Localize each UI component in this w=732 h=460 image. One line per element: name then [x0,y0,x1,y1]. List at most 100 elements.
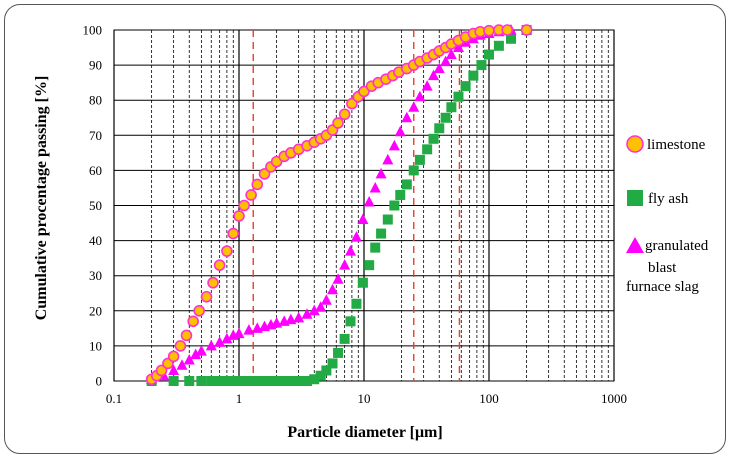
data-point [433,62,445,74]
plot-area [113,29,615,382]
data-point [333,347,344,358]
legend-marker [627,190,643,206]
chart-frame [4,4,726,454]
data-point [285,313,297,325]
data-point [293,376,304,386]
x-tick-label: 0.1 [106,391,122,406]
data-point [414,90,426,102]
legend-label: blast [648,260,677,276]
data-point [271,376,282,386]
data-point [357,213,369,225]
data-point [213,259,226,271]
data-point [174,340,187,352]
legend: limestone fly ash granulated blast furnace s… [626,135,709,295]
data-point [301,308,313,319]
data-point [363,195,375,207]
data-point [187,315,199,328]
data-point [168,376,179,386]
data-point [327,283,339,295]
data-point [243,324,255,335]
data-point [168,364,180,375]
data-point [221,245,233,257]
data-point [293,311,305,323]
data-point [421,80,433,91]
y-tick-label: 30 [89,268,102,283]
data-point [364,260,375,271]
y-tick-label: 60 [89,163,102,178]
data-point [506,33,517,44]
data-point [271,317,283,328]
data-point [258,168,271,180]
data-point [452,41,464,53]
x-tick-label: 10 [358,391,371,406]
data-point [206,376,217,386]
y-tick-label: 80 [89,93,102,108]
data-point [320,294,332,305]
data-point [460,81,471,92]
y-tick-label: 20 [89,303,102,318]
data-point [428,133,439,144]
x-axis-title: Particle diameter [μm] [287,424,442,441]
data-point [315,301,327,312]
data-point [332,117,344,129]
data-point [388,139,400,151]
data-point [345,316,356,327]
data-point [351,298,362,309]
data-point [338,108,351,121]
data-point [221,376,232,386]
data-point [205,339,217,351]
data-point [167,350,180,363]
series-circle [145,24,533,386]
data-point [339,259,351,270]
data-point [245,189,257,201]
x-tick-label: 100 [479,391,499,406]
legend-label: furnace slag [626,279,699,295]
data-point [302,376,313,386]
data-point [408,165,419,176]
data-point [243,376,254,386]
y-tick-label: 10 [89,338,102,353]
data-point [382,153,394,165]
data-point [493,40,504,51]
reference-lines [252,30,461,381]
data-point [195,345,207,356]
y-tick-label: 70 [89,128,102,143]
data-point [251,178,264,191]
data-point [434,123,445,134]
x-tick-label: 1000 [601,391,627,406]
data-point [279,376,290,386]
legend-label: limestone [647,137,706,153]
data-point [196,376,207,386]
data-point [285,376,296,386]
data-point [408,101,420,112]
data-point [468,70,479,81]
y-tick-label: 50 [89,198,102,213]
data-point [332,273,344,284]
data-point [252,376,263,386]
y-tick-label: 100 [83,23,103,38]
data-point [233,327,245,339]
data-point [401,179,412,190]
legend-label: fly ash [648,191,689,207]
data-point [227,227,240,240]
data-point [155,364,168,377]
data-point [428,69,440,81]
data-point [350,231,362,242]
y-tick-label: 90 [89,58,102,73]
data-point [453,91,464,102]
data-point [308,304,320,316]
data-point [214,376,225,386]
data-point [183,353,195,365]
data-point [394,125,406,137]
data-point [265,376,276,386]
data-point [520,24,533,36]
data-point [228,376,239,386]
data-point [193,304,205,317]
data-point [200,290,213,303]
data-point [190,348,202,360]
data-point [234,376,244,386]
y-tick-label: 0 [96,374,103,389]
tick-labels: 0.1 1 10 100 1000 0 10 20 30 40 50 60 70 80 90 100 [83,23,628,407]
data-point [214,336,226,347]
